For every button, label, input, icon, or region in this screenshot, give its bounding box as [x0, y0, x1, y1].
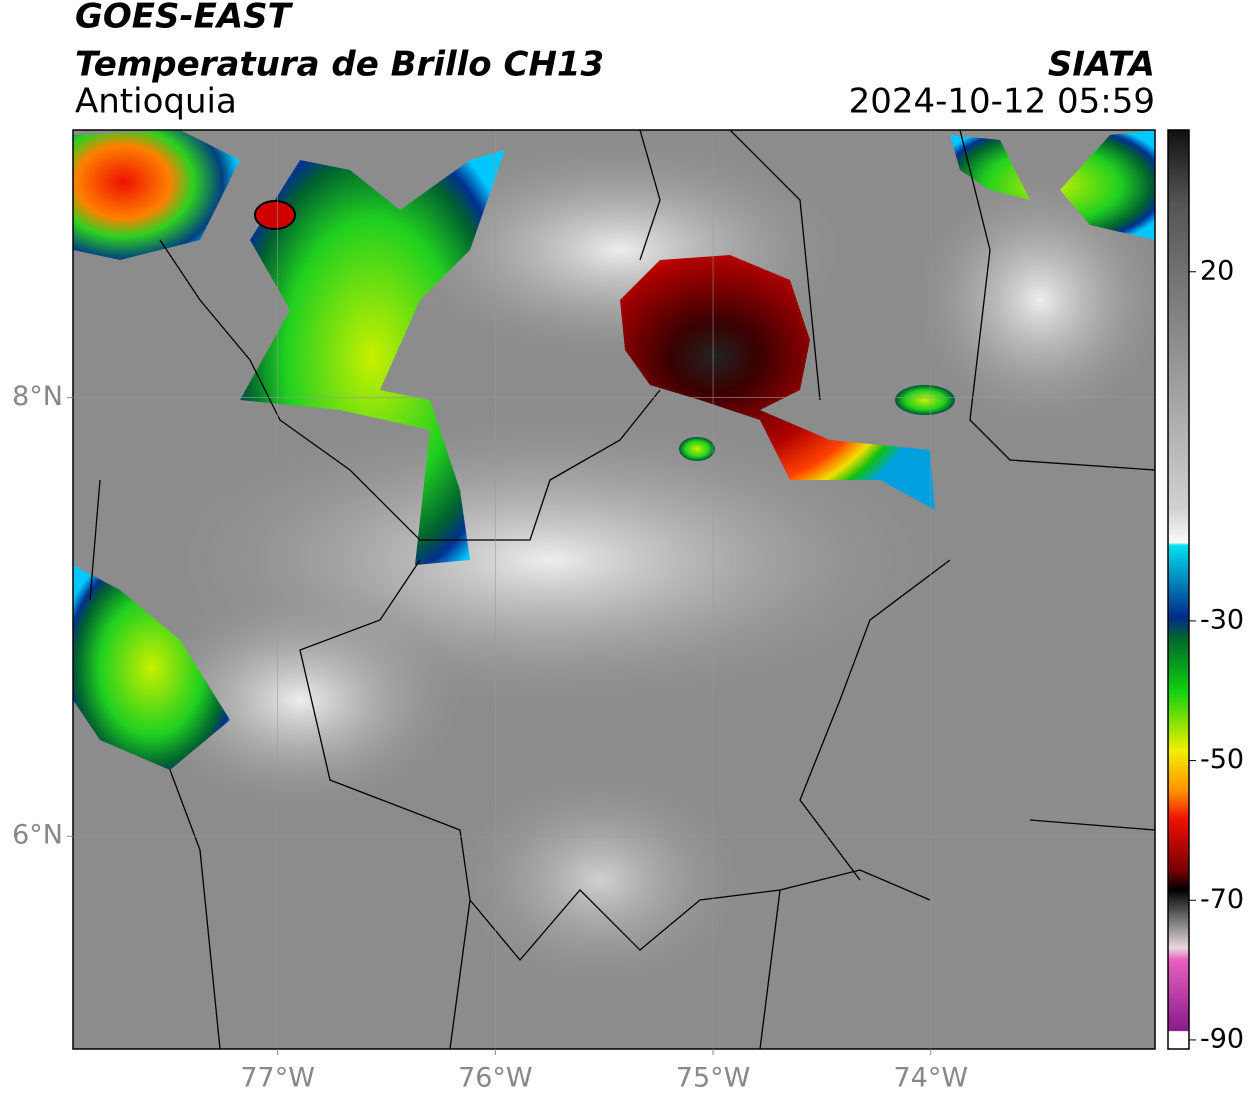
satellite-image: [73, 130, 1155, 1049]
title: GOES-EAST: [75, 0, 294, 37]
map-frame: [72, 129, 1156, 1050]
source: SIATA: [1048, 45, 1155, 85]
datetime: 2024-10-12 05:59: [849, 82, 1155, 122]
colorbar: [1167, 129, 1190, 1050]
colorbar-tick-label: -70: [1200, 884, 1244, 915]
colorbar-tick-label: -90: [1200, 1023, 1244, 1054]
x-tick-label: 76°W: [458, 1063, 533, 1094]
region: Antioquia: [75, 82, 237, 122]
x-tick-label: 77°W: [240, 1063, 315, 1094]
grid: [73, 130, 1155, 1049]
colorbar-tick-label: 20: [1200, 255, 1234, 286]
x-tick-label: 74°W: [893, 1063, 968, 1094]
y-tick-label: 8°N: [12, 381, 63, 412]
colorbar-tick-label: -30: [1200, 604, 1244, 635]
x-tick-label: 75°W: [676, 1063, 751, 1094]
subtitle: Temperatura de Brillo CH13: [75, 45, 604, 85]
y-tick-label: 6°N: [12, 820, 63, 851]
colorbar-tick-label: -50: [1200, 744, 1244, 775]
